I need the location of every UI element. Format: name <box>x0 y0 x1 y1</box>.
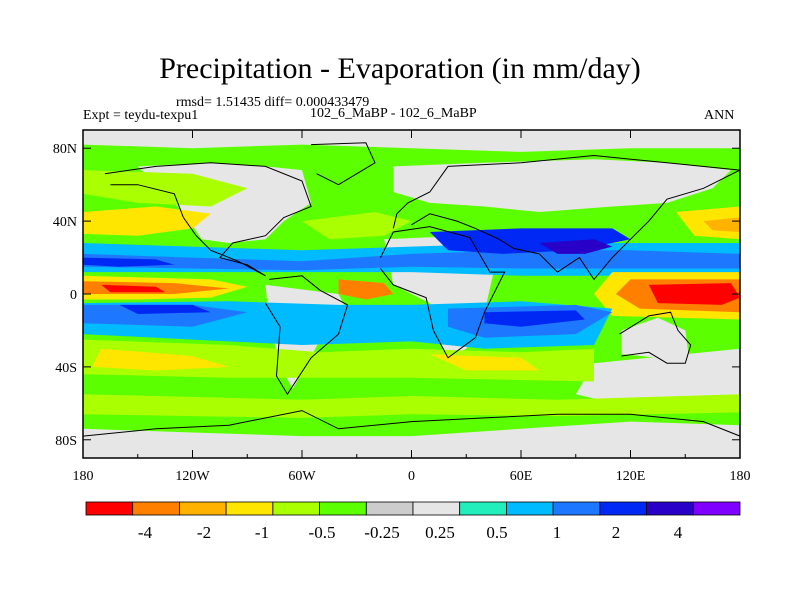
colorbar-swatch <box>412 501 461 516</box>
experiment-label: Expt = teydu-texpu1 <box>83 108 199 123</box>
comparison-label: 102_6_MaBP - 102_6_MaBP <box>310 106 477 121</box>
colorbar-swatch <box>692 501 741 516</box>
colorbar-swatch <box>319 501 367 516</box>
x-tick-label: 120E <box>616 469 646 484</box>
colorbar-swatch <box>599 501 648 516</box>
y-tick-label: 80N <box>53 142 77 157</box>
coast-greenland <box>311 142 376 186</box>
x-tick-label: 180 <box>730 469 751 484</box>
field-wpac-red <box>648 283 740 305</box>
coast-south-america <box>265 275 349 396</box>
field-natl-yellow <box>302 212 412 240</box>
colorbar-label: 1 <box>553 523 562 542</box>
map-title: Precipitation - Evaporation (in mm/day) <box>159 52 641 85</box>
colorbar-label: 4 <box>674 523 683 542</box>
colorbar-swatch <box>85 501 134 516</box>
field-eq-pac-red <box>101 284 166 293</box>
colorbar: -4 -2 -1 -0.5 -0.25 0.25 0.5 1 2 4 <box>85 501 741 542</box>
field-sind-dblue <box>484 310 585 327</box>
field-eq-atl-orange <box>338 279 394 300</box>
y-tick-label: 0 <box>70 288 77 303</box>
y-tick-label: 80S <box>55 434 77 449</box>
y-tick-label: 40S <box>55 361 77 376</box>
field-eurasia-grey <box>393 159 731 212</box>
field-arctic-grey <box>83 130 740 152</box>
colorbar-swatch <box>552 501 601 516</box>
colorbar-label: -0.5 <box>309 523 336 542</box>
field-south-pacific-grey <box>575 348 740 407</box>
x-tick-label: 60E <box>510 469 533 484</box>
field-layer <box>83 130 740 458</box>
colorbar-swatch <box>505 501 554 516</box>
colorbar-swatch <box>132 501 180 516</box>
colorbar-swatch <box>459 501 507 516</box>
stats-label: rmsd= 1.51435 diff= 0.000433479 <box>176 95 370 110</box>
colorbar-label: -1 <box>255 523 269 542</box>
field-sh-yellow <box>92 348 229 371</box>
y-tick-label: 40N <box>53 215 77 230</box>
colorbar-swatch <box>365 501 414 516</box>
colorbar-swatch <box>225 501 274 516</box>
colorbar-swatch <box>178 501 227 516</box>
coast-africa <box>380 226 506 359</box>
colorbar-label: -0.25 <box>364 523 399 542</box>
colorbar-label: 0.25 <box>425 523 455 542</box>
coastline-layer <box>83 142 740 437</box>
field-nwpac-amber <box>703 217 740 232</box>
field-sh-storm-track <box>83 394 740 418</box>
x-tick-label: 120W <box>175 469 210 484</box>
field-australia-grey <box>621 317 689 358</box>
field-eq-dblue <box>119 304 211 314</box>
coast-australia <box>619 311 692 364</box>
colorbar-label: -4 <box>138 523 153 542</box>
field-sh-yellow-2 <box>429 354 540 371</box>
x-tick-label: 60W <box>288 469 316 484</box>
colorbar-label: 2 <box>612 523 621 542</box>
field-asia-navy <box>539 239 613 254</box>
x-tick-label: 180 <box>73 469 94 484</box>
coast-antarctica <box>83 410 740 437</box>
field-spac-blue <box>83 304 248 327</box>
x-axis: 180 120W 60W 0 60E 120E 180 <box>73 130 751 484</box>
colorbar-label: 0.5 <box>486 523 507 542</box>
field-antarctic-grey <box>83 421 740 458</box>
field-npac-yellow <box>83 206 211 236</box>
season-label: ANN <box>704 108 735 123</box>
x-tick-label: 0 <box>408 469 415 484</box>
coast-eurasia <box>392 154 740 281</box>
field-pacific-dblue <box>83 257 175 267</box>
colorbar-swatch <box>272 501 320 516</box>
y-axis: 80N 40N 0 40S 80S <box>53 142 740 449</box>
coast-north-america <box>104 162 312 277</box>
field-sh-yg <box>83 339 594 382</box>
field-npac-yg <box>83 170 248 207</box>
colorbar-swatch <box>646 501 694 516</box>
colorbar-label: -2 <box>197 523 211 542</box>
